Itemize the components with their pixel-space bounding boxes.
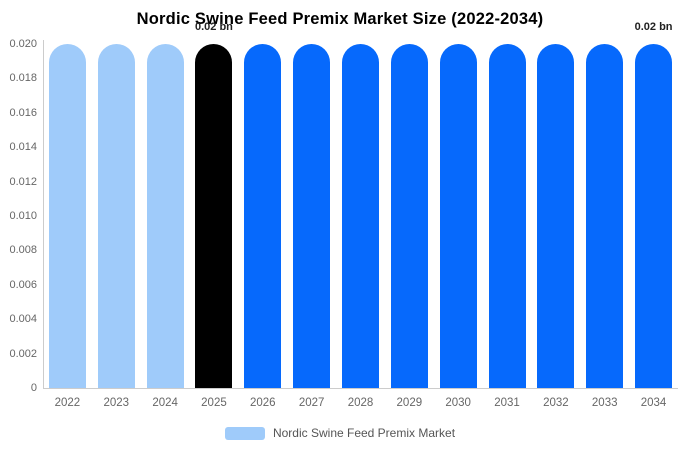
legend-swatch-icon [224,426,265,440]
y-tick-label-0.018: 0.018 [9,72,37,85]
x-tick-label-2029: 2029 [396,397,423,409]
y-axis-ticks: 0.020 0.018 0.016 0.014 0.012 0.010 0.008 0.006… [0,38,37,394]
x-tick-label-2026: 2026 [250,397,276,409]
bar-2029[interactable] [390,44,428,388]
x-tick-label-2033: 2033 [591,397,618,409]
y-tick-label-0.010: 0.010 [9,210,37,222]
y-tick-label-0.014: 0.014 [9,141,37,154]
y-tick-label-0.020: 0.020 [9,38,37,50]
bar-2022[interactable] [48,44,86,388]
bar-2027[interactable] [293,44,331,388]
x-axis-line [43,388,678,389]
legend-label: Nordic Swine Feed Premix Market [272,426,456,440]
bar-slot-2031 [483,44,532,388]
bar-2026[interactable] [244,44,282,388]
bar-slot-2027 [287,44,336,388]
y-tick-label-0.006: 0.006 [9,278,37,291]
bar-2034[interactable] [635,44,673,388]
y-axis-line [43,40,44,389]
bar-slot-2030 [434,44,483,388]
bar-2031[interactable] [488,44,526,388]
bar-slot-2028 [336,44,385,388]
x-tick-label-2030: 2030 [445,397,471,409]
x-tick-label-2031: 2031 [494,397,520,409]
bar-2025[interactable] [195,44,233,388]
bar-2033[interactable] [586,44,624,388]
data-label-2025: 0.02 bn [195,21,233,33]
x-axis-labels: 2022 2023 2024 2025 2026 2027 2028 2029 2030 2031… [43,397,678,409]
bar-2028[interactable] [341,44,379,388]
x-tick-label-2032: 2032 [543,397,569,409]
bar-2023[interactable] [97,44,135,388]
bar-slot-2025 [190,44,239,388]
bar-slot-2034 [629,44,678,388]
y-tick-label-0.004: 0.004 [9,313,37,326]
bar-slot-2022 [43,44,92,388]
y-tick-label-0.002: 0.002 [9,347,37,360]
bar-slot-2029 [385,44,434,388]
data-label-2034: 0.02 bn [634,21,673,33]
bar-slot-2024 [141,44,190,388]
bar-2032[interactable] [537,44,575,388]
bar-slot-2026 [238,44,287,388]
legend-item[interactable]: Nordic Swine Feed Premix Market [0,426,680,440]
plot-area [43,44,678,388]
annotation-layer: 0.02 bn 0.02 bn [43,21,678,34]
bar-slot-2032 [531,44,580,388]
y-tick-label-0.012: 0.012 [9,175,37,188]
bar-2030[interactable] [439,44,477,388]
chart-title: Nordic Swine Feed Premix Market Size (20… [136,10,544,28]
x-tick-label-2025: 2025 [201,397,227,409]
x-tick-label-2022: 2022 [54,397,81,409]
x-tick-label-2023: 2023 [103,397,130,409]
y-tick-label-0.008: 0.008 [9,244,37,257]
y-tick-label-0: 0 [30,382,37,394]
y-tick-label-0.016: 0.016 [9,106,37,119]
bar-slot-2033 [580,44,629,388]
x-tick-label-2027: 2027 [298,397,325,409]
bar-slot-2023 [92,44,141,388]
x-tick-label-2034: 2034 [640,397,667,409]
bar-2024[interactable] [146,44,184,388]
x-tick-label-2028: 2028 [347,397,374,409]
x-tick-label-2024: 2024 [152,397,178,409]
